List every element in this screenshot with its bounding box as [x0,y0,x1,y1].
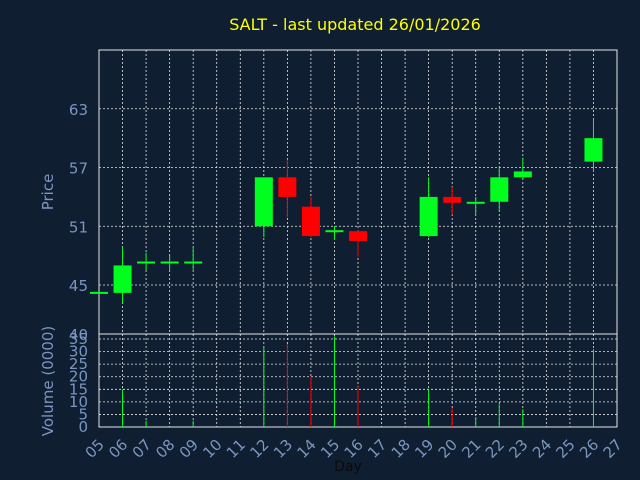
x-tick-label: 19 [411,436,437,462]
candle-body [466,201,485,204]
volume-y-tick-label: 35 [69,330,88,348]
price-y-tick-label: 51 [69,218,88,236]
x-tick-label: 16 [341,436,367,462]
price-y-tick-label: 63 [69,101,88,119]
x-tick-label: 24 [529,436,555,462]
chart-title: SALT - last updated 26/01/2026 [229,15,481,34]
x-tick-label: 12 [246,436,272,462]
x-tick-label: 22 [482,436,508,462]
candle-body [160,261,179,264]
candle-body [419,196,438,237]
candle-body [513,171,532,178]
candle-body [90,291,108,294]
x-tick-label: 17 [364,436,390,462]
x-tick-label: 10 [199,436,225,462]
volume-bars-group [122,336,594,427]
candle-body [443,196,462,203]
volume-y-tick-label: 15 [69,380,88,398]
x-tick-label: 23 [505,436,531,462]
x-axis-ticks: 0506070809101112131415161718192021222324… [82,436,626,462]
candle-body [325,230,344,233]
volume-axis-label: Volume (0000) [39,326,57,436]
volume-y-tick-label: 10 [69,393,88,411]
candle-body [278,177,297,197]
price-axis-label: Price [39,174,57,211]
x-tick-label: 05 [82,436,108,462]
candle-body [349,231,367,241]
candle-body [301,206,320,237]
x-tick-label: 26 [576,436,602,462]
x-tick-label: 15 [317,436,343,462]
volume-y-tick-label: 5 [78,405,88,423]
x-tick-label: 18 [388,436,414,462]
x-tick-label: 08 [152,436,178,462]
candle-body [490,177,509,202]
price-y-tick-label: 40 [69,326,88,344]
x-axis-label: Day [334,459,362,475]
x-tick-label: 09 [176,436,202,462]
volume-y-tick-label: 30 [69,343,88,361]
volume-y-tick-label: 20 [69,368,88,386]
candles-group [90,118,603,303]
candle-body [137,261,156,264]
x-tick-label: 06 [105,436,131,462]
price-y-tick-label: 45 [69,277,88,295]
candle-body [254,177,273,227]
x-tick-label: 11 [223,436,249,462]
x-tick-label: 07 [129,436,155,462]
candle-body [584,138,603,162]
price-y-tick-label: 57 [69,160,88,178]
x-tick-label: 20 [435,436,461,462]
x-tick-label: 21 [458,436,484,462]
x-tick-label: 25 [553,436,579,462]
x-tick-label: 27 [600,436,626,462]
x-tick-label: 13 [270,436,296,462]
x-tick-label: 14 [294,436,320,462]
volume-y-tick-label: 25 [69,355,88,373]
volume-y-tick-label: 0 [78,418,88,436]
price-y-ticks: 40 45 51 57 63 [69,101,88,344]
price-grid [99,50,617,334]
candle-body [113,265,132,293]
candle-body [184,261,203,264]
